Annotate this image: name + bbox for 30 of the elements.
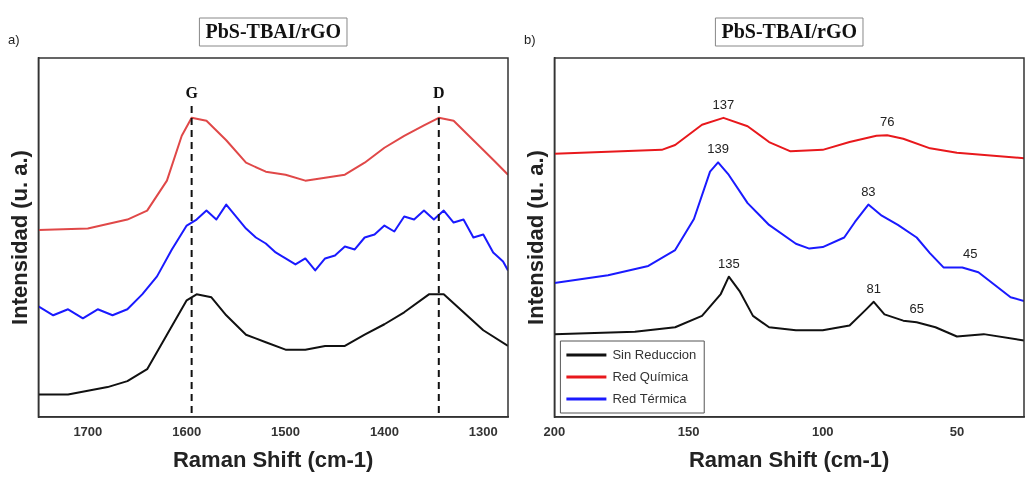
annotation: 76 — [879, 114, 895, 130]
x-tick-label: 1300 — [468, 424, 498, 440]
annotation: 83 — [861, 183, 876, 199]
x-tick-label: 200 — [543, 424, 566, 440]
x-tick-label: 1700 — [73, 424, 103, 440]
ref-line-label: D — [433, 84, 445, 102]
annotation: 65 — [909, 301, 924, 317]
x-tick-label: 100 — [811, 424, 834, 440]
x-tick-label: 1400 — [369, 424, 399, 440]
legend-label: Red Térmica — [612, 390, 688, 406]
legend-label: Sin Reduccion — [612, 346, 697, 362]
x-axis-title: Raman Shift (cm-1) — [688, 446, 890, 472]
text: a) — [8, 31, 20, 47]
annotation: 45 — [963, 246, 978, 262]
text: b) — [524, 31, 536, 47]
y-axis-title: Intensidad (u. a.) — [7, 150, 33, 325]
ref-line-label: G — [185, 84, 199, 102]
annotation: 81 — [866, 280, 881, 296]
annotation: 135 — [717, 255, 740, 271]
annotation: 139 — [707, 141, 729, 157]
chart-title: PbS-TBAI/rGO — [205, 20, 341, 43]
x-tick-label: 50 — [949, 424, 965, 440]
annotation: 137 — [712, 96, 735, 112]
x-tick-label: 1500 — [271, 424, 301, 440]
x-tick-label: 150 — [677, 424, 700, 440]
y-axis-title: Intensidad (u. a.) — [523, 150, 549, 325]
x-tick-label: 1600 — [172, 424, 202, 440]
legend-label: Red Química — [612, 368, 690, 384]
chart-title: PbS-TBAI/rGO — [721, 20, 857, 43]
x-axis-title: Raman Shift (cm-1) — [172, 446, 374, 472]
